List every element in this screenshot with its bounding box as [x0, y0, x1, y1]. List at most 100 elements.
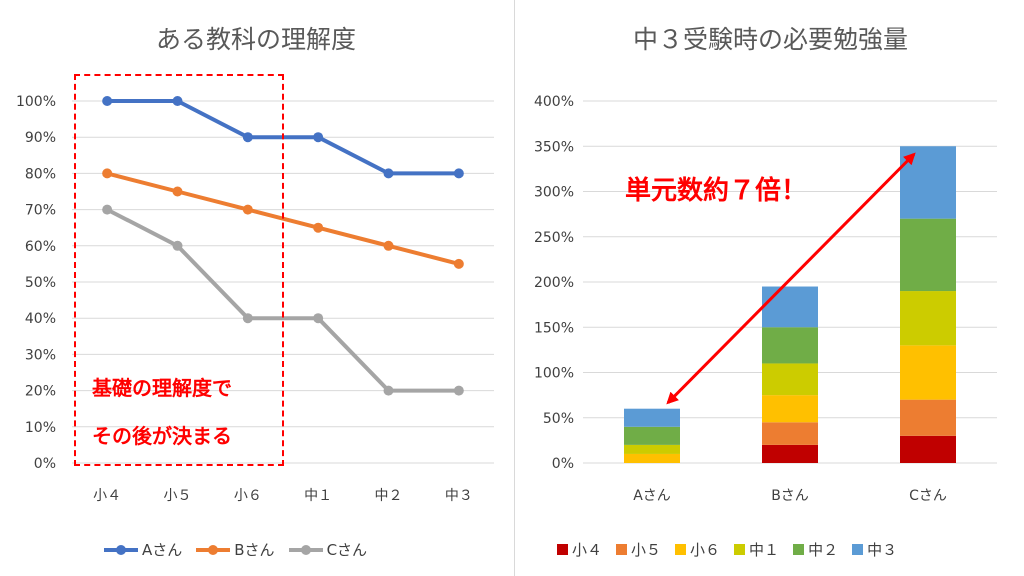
data-point — [242, 313, 253, 324]
y-tick-label: 0% — [552, 456, 574, 472]
data-point — [313, 222, 324, 233]
data-point — [172, 240, 183, 251]
x-tick-label: Bさん — [771, 488, 809, 504]
legend-item: 小４ — [557, 539, 602, 560]
legend-label: Aさん — [142, 541, 183, 559]
legend-label: 中１ — [749, 541, 780, 559]
data-point — [383, 385, 394, 396]
panel-divider — [514, 0, 515, 576]
legend-swatch-icon — [793, 544, 805, 555]
bar-segment — [900, 345, 956, 400]
legend-label: 中２ — [808, 541, 839, 559]
y-tick-label: 60% — [25, 239, 56, 255]
y-tick-label: 20% — [25, 384, 56, 400]
y-tick-label: 30% — [25, 347, 56, 363]
legend-item: Aさん — [104, 539, 182, 560]
y-tick-label: 50% — [543, 411, 574, 427]
legend-line-marker-icon — [288, 543, 323, 557]
bar-chart-plot: 0% 50% 100% 150% 200% 250% 300% 350% 400% Aさん Bさん C… — [534, 94, 997, 504]
bar-segment — [900, 146, 956, 219]
data-point — [453, 385, 464, 396]
legend-label: 小４ — [572, 541, 603, 559]
legend-label: 中３ — [867, 541, 898, 559]
x-tick-label: 小５ — [164, 488, 192, 504]
y-tick-label: 90% — [25, 130, 56, 146]
bar-chart-title: 中３受験時の必要勉強量 — [632, 25, 908, 54]
legend-swatch-icon — [734, 544, 746, 555]
y-tick-label: 80% — [25, 166, 56, 182]
y-tick-label: 40% — [25, 311, 56, 327]
y-tick-label: 400% — [534, 94, 574, 110]
data-point — [242, 132, 253, 143]
line-chart-title: ある教科の理解度 — [155, 25, 356, 54]
legend-swatch-icon — [852, 544, 864, 555]
bar-chart-legend: 小４ 小５ 小６ 中１ 中２ 中３ — [557, 539, 911, 560]
bar-chart-panel: 中３受験時の必要勉強量 0% 50% 100% 150% 200% 250% 300% 350… — [517, 0, 1024, 576]
line-chart-legend: Aさん Bさん Cさん — [104, 539, 381, 560]
legend-label: Bさん — [234, 541, 275, 559]
data-point — [102, 168, 113, 179]
line-annotation-line1: 基礎の理解度で — [92, 376, 232, 400]
legend-label: Cさん — [326, 541, 368, 559]
bar-segment — [624, 426, 680, 445]
legend-item: 小６ — [675, 539, 720, 560]
data-point — [172, 96, 183, 106]
data-point — [383, 240, 394, 251]
bar-segment — [624, 408, 680, 427]
y-tick-label: 300% — [534, 185, 574, 201]
bar-segment — [900, 435, 956, 463]
bar-segment — [624, 444, 680, 454]
legend-swatch-icon — [675, 544, 687, 555]
legend-line-marker-icon — [196, 543, 231, 557]
x-tick-label: 中１ — [304, 488, 332, 504]
x-tick-label: 中２ — [375, 488, 403, 504]
bar-segment — [762, 422, 818, 445]
y-tick-label: 70% — [25, 203, 56, 219]
legend-item: 小５ — [616, 539, 661, 560]
y-tick-label: 0% — [34, 456, 56, 472]
line-chart-panel: ある教科の理解度 0% 10% 20% 30% 40% 50% 60% 70% 80% 90% 10… — [16, 25, 494, 560]
legend-swatch-icon — [616, 544, 628, 555]
legend-item: 中１ — [734, 539, 779, 560]
legend-label: 小５ — [631, 541, 662, 559]
x-tick-label: 小４ — [93, 488, 121, 504]
bar-segment — [624, 453, 680, 463]
double-arrow-icon — [666, 152, 916, 405]
y-tick-label: 250% — [534, 230, 574, 246]
y-tick-label: 10% — [25, 420, 56, 436]
data-point — [383, 168, 394, 179]
legend-item: Bさん — [196, 539, 275, 560]
bar-segment — [900, 399, 956, 436]
y-tick-label: 50% — [25, 275, 56, 291]
bar-segment — [900, 291, 956, 346]
legend-item: 中３ — [852, 539, 897, 560]
data-point — [453, 168, 464, 179]
bar-segment — [762, 363, 818, 396]
bar-segment — [762, 327, 818, 364]
legend-swatch-icon — [557, 544, 568, 555]
bar-segment — [762, 444, 818, 463]
x-tick-label: Cさん — [909, 488, 947, 504]
x-tick-label: 小６ — [234, 488, 262, 504]
bar-segment — [762, 395, 818, 423]
data-point — [172, 186, 183, 197]
data-point — [313, 132, 324, 143]
y-tick-label: 100% — [16, 94, 56, 110]
data-point — [313, 313, 324, 324]
legend-label: 小６ — [690, 541, 721, 559]
bar-annotation-text: 単元数約７倍！ — [625, 176, 808, 206]
y-tick-label: 150% — [534, 320, 574, 336]
bar-segment — [900, 218, 956, 292]
data-point — [102, 204, 113, 215]
legend-item: Cさん — [288, 539, 368, 560]
bar-segment — [762, 286, 818, 328]
data-point — [102, 96, 113, 106]
data-point — [453, 258, 464, 269]
data-point — [242, 204, 253, 215]
line-annotation-box — [74, 74, 284, 466]
y-tick-label: 200% — [534, 275, 574, 291]
y-tick-label: 100% — [534, 366, 574, 382]
legend-line-marker-icon — [104, 543, 138, 557]
x-tick-label: 中３ — [445, 488, 473, 504]
x-tick-label: Aさん — [633, 488, 671, 504]
